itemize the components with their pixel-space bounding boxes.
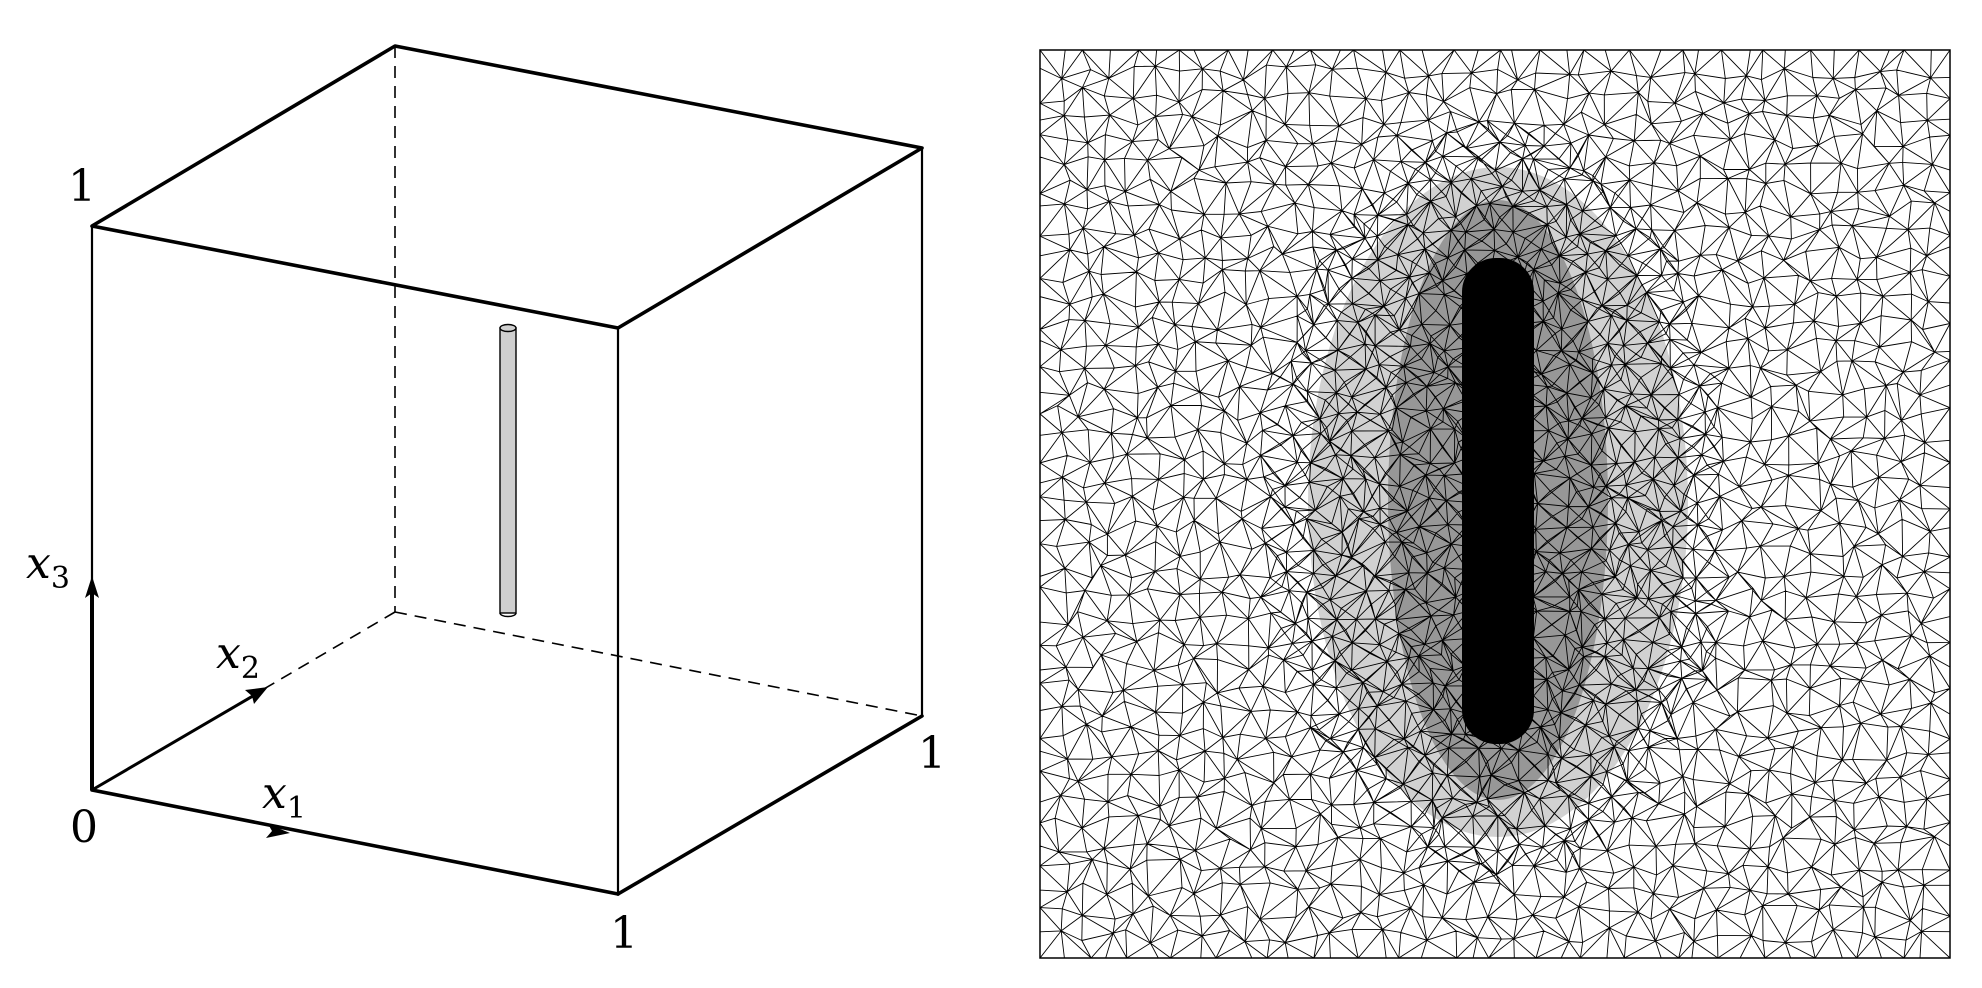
axis-x1-arrowhead	[266, 824, 290, 838]
cylinder-bottom-cap	[499, 612, 517, 618]
mesh-edges	[1040, 50, 1950, 958]
cube-top-face	[90, 44, 924, 330]
cylinder-body	[499, 327, 517, 614]
axis-label-x2: x2	[216, 628, 260, 686]
tick-label-right-one: 1	[918, 728, 946, 779]
tick-label-origin: 0	[70, 802, 98, 853]
mesh-border	[1039, 49, 1951, 959]
cylinder-top-cap	[499, 323, 517, 333]
mesh-refinement-zone	[1308, 167, 1688, 837]
cylinder-inclusion	[499, 323, 517, 618]
tick-label-front-one: 1	[610, 908, 638, 959]
axis-x2-arrowhead	[245, 687, 268, 704]
hidden-edge-back-bottom	[394, 611, 923, 717]
tick-label-top-one: 1	[68, 161, 96, 212]
mesh-dense-strip	[1462, 258, 1534, 744]
axis-x3-arrowhead	[85, 576, 99, 598]
mesh-triangulation	[1040, 50, 1950, 958]
cube-edge-right-bottom	[616, 714, 924, 896]
axis-x2	[91, 691, 259, 792]
cube-diagram: 1 0 1 1 x3 x2 x1	[26, 44, 946, 959]
axis-label-x1: x1	[262, 768, 306, 826]
axis-label-x3: x3	[26, 538, 70, 596]
mesh-panel	[1039, 49, 1951, 959]
cube-edge-front-bottom	[90, 788, 620, 896]
